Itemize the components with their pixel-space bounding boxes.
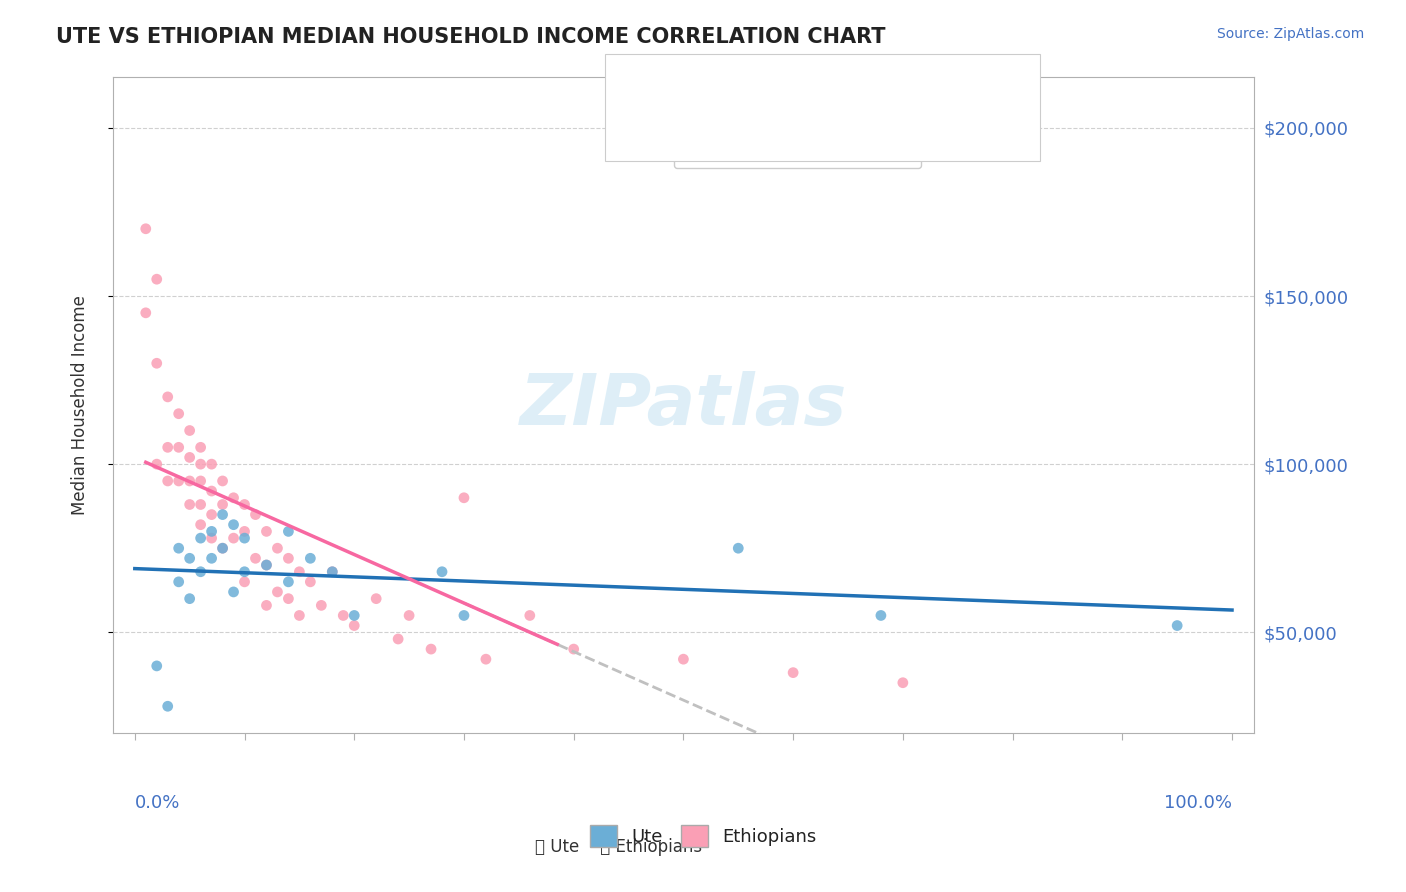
Point <box>299 551 322 566</box>
Point <box>233 565 256 579</box>
Point <box>190 565 212 579</box>
Point <box>222 531 245 545</box>
Point <box>179 498 201 512</box>
Point <box>179 450 201 465</box>
Point <box>167 541 190 556</box>
Point <box>190 517 212 532</box>
Point <box>453 491 475 505</box>
Point <box>288 565 311 579</box>
Point <box>233 574 256 589</box>
Point <box>277 551 299 566</box>
Point <box>167 474 190 488</box>
Y-axis label: Median Household Income: Median Household Income <box>72 295 89 516</box>
Point <box>167 574 190 589</box>
Point <box>420 642 443 657</box>
Point <box>190 440 212 454</box>
Point <box>200 484 222 499</box>
Point <box>179 474 201 488</box>
Point <box>398 608 420 623</box>
Point <box>321 565 343 579</box>
Legend: R = -0.527   N = 27, R = -0.198   N = 59: R = -0.527 N = 27, R = -0.198 N = 59 <box>673 87 921 169</box>
Point <box>321 565 343 579</box>
Point <box>475 652 498 666</box>
Point <box>256 558 278 572</box>
Point <box>222 517 245 532</box>
Point <box>277 524 299 539</box>
Point <box>190 498 212 512</box>
Point <box>211 508 233 522</box>
Point <box>870 608 893 623</box>
Point <box>211 541 233 556</box>
Point <box>672 652 695 666</box>
Point <box>135 306 157 320</box>
Point <box>156 390 179 404</box>
Point <box>222 585 245 599</box>
Point <box>200 531 222 545</box>
Point <box>179 551 201 566</box>
Text: 100.0%: 100.0% <box>1164 794 1232 812</box>
Point <box>211 541 233 556</box>
Point <box>233 524 256 539</box>
Point <box>266 585 288 599</box>
Point <box>145 356 167 370</box>
Text: 0.0%: 0.0% <box>135 794 180 812</box>
Point <box>145 659 167 673</box>
Point <box>299 574 322 589</box>
Point <box>200 551 222 566</box>
Point <box>245 508 267 522</box>
Point <box>156 474 179 488</box>
Point <box>277 591 299 606</box>
Point <box>179 591 201 606</box>
Point <box>135 221 157 235</box>
Point <box>256 599 278 613</box>
Point <box>156 440 179 454</box>
Text: ZIPatlas: ZIPatlas <box>520 371 846 440</box>
Text: ⬛ Ute    ⬛ Ethiopians: ⬛ Ute ⬛ Ethiopians <box>536 838 702 856</box>
Point <box>222 491 245 505</box>
Point <box>332 608 354 623</box>
Point <box>179 424 201 438</box>
Point <box>190 457 212 471</box>
Point <box>211 474 233 488</box>
Point <box>343 618 366 632</box>
Point <box>343 608 366 623</box>
Point <box>519 608 541 623</box>
Point <box>211 498 233 512</box>
Point <box>256 524 278 539</box>
Point <box>562 642 585 657</box>
Point <box>277 574 299 589</box>
Text: UTE VS ETHIOPIAN MEDIAN HOUSEHOLD INCOME CORRELATION CHART: UTE VS ETHIOPIAN MEDIAN HOUSEHOLD INCOME… <box>56 27 886 46</box>
Point <box>200 524 222 539</box>
Point <box>430 565 453 579</box>
Point <box>190 474 212 488</box>
Point <box>387 632 409 646</box>
Point <box>453 608 475 623</box>
Text: Source: ZipAtlas.com: Source: ZipAtlas.com <box>1216 27 1364 41</box>
Point <box>190 531 212 545</box>
Point <box>145 457 167 471</box>
Point <box>256 558 278 572</box>
Point <box>145 272 167 286</box>
Point <box>233 531 256 545</box>
Point <box>727 541 749 556</box>
Point <box>245 551 267 566</box>
Point <box>266 541 288 556</box>
Point <box>311 599 333 613</box>
Point <box>891 675 914 690</box>
Point <box>366 591 388 606</box>
Point <box>288 608 311 623</box>
Point <box>1166 618 1188 632</box>
Point <box>200 508 222 522</box>
Point <box>156 699 179 714</box>
Point <box>200 457 222 471</box>
Point <box>782 665 804 680</box>
Legend: Ute, Ethiopians: Ute, Ethiopians <box>581 816 825 856</box>
Point <box>233 498 256 512</box>
Point <box>167 407 190 421</box>
Point <box>167 440 190 454</box>
